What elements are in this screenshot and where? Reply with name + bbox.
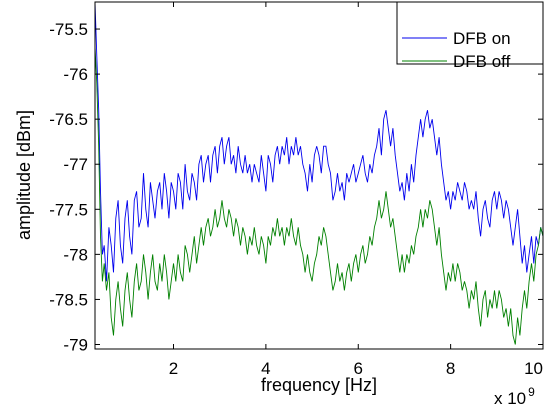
x-axis-exponent: x 10 9 — [494, 385, 535, 408]
y-tick-label: -79 — [63, 335, 88, 354]
plot-frame — [94, 1, 544, 350]
series-layer — [94, 1, 544, 345]
y-tick-label: -77 — [63, 155, 88, 174]
legend-label-dfb-on: DFB on — [453, 29, 511, 48]
legend-label-dfb-off: DFB off — [453, 52, 511, 71]
y-tick-label: -75.5 — [49, 20, 88, 39]
ticks-layer: 2 4 6 8 10 -75.5 -76 -76.5 -77 -77.5 -78 -78.5 -79 — [49, 2, 544, 378]
legend: DFB on DFB off — [396, 1, 544, 71]
x-axis-exponent-power: 9 — [528, 385, 535, 399]
series-line-dfb-off — [94, 47, 544, 345]
x-axis-label: frequency [Hz] — [261, 375, 377, 395]
x-tick-label: 8 — [446, 359, 455, 378]
y-tick-label: -78 — [63, 245, 88, 264]
y-tick-label: -76 — [63, 65, 88, 84]
x-tick-label: 6 — [354, 359, 363, 378]
x-tick-label: 2 — [169, 359, 178, 378]
y-tick-label: -76.5 — [49, 110, 88, 129]
series-line-dfb-on — [94, 1, 544, 282]
legend-box — [396, 1, 544, 65]
y-tick-label: -77.5 — [49, 200, 88, 219]
y-axis-label: amplitude [dBm] — [14, 110, 34, 240]
x-tick-label: 10 — [524, 359, 543, 378]
x-axis-exponent-base: x 10 — [494, 389, 526, 408]
x-tick-label: 4 — [261, 359, 270, 378]
y-tick-label: -78.5 — [49, 290, 88, 309]
